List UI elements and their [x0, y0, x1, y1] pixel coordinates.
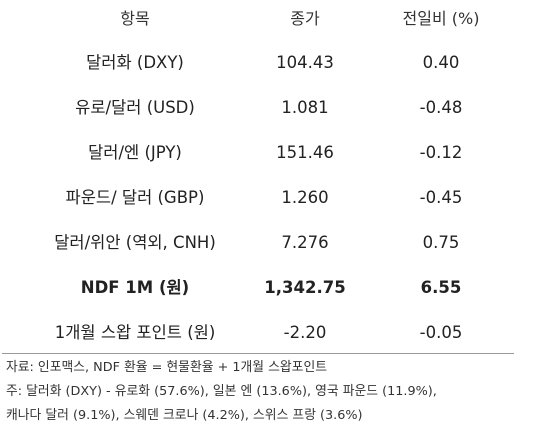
row-item: 달러/엔 (JPY) [88, 143, 182, 162]
header-close: 종가 [290, 9, 320, 28]
row-close: 1,342.75 [264, 278, 346, 297]
row-change: 0.40 [422, 53, 460, 72]
row-item: 파운드/ 달러 (GBP) [65, 188, 205, 207]
row-change: 6.55 [420, 278, 462, 297]
row-change: -0.12 [419, 143, 463, 162]
table-row-gbpusd: 파운드/ 달러 (GBP) 1.260 -0.45 [0, 183, 548, 213]
weight-note-line1: 주: 달러화 (DXY) - 유로화 (57.6%), 일본 엔 (13.6%)… [6, 384, 437, 399]
table-row-usdjpy: 달러/엔 (JPY) 151.46 -0.12 [0, 138, 548, 168]
row-change: -0.05 [419, 323, 463, 342]
weight-note-line2: 캐나다 달러 (9.1%), 스웨덴 크로나 (4.2%), 스위스 프랑 (3… [6, 408, 363, 423]
row-item: 달러화 (DXY) [86, 53, 184, 72]
row-close: 104.43 [276, 53, 334, 72]
source-note: 자료: 인포맥스, NDF 환율 = 현물환율 + 1개월 스왑포인트 [6, 360, 327, 375]
table-row-eurusd: 유로/달러 (USD) 1.081 -0.48 [0, 93, 548, 123]
table-row-usdcnh: 달러/위안 (역외, CNH) 7.276 0.75 [0, 228, 548, 258]
table-row-swap: 1개월 스왑 포인트 (원) -2.20 -0.05 [0, 318, 548, 348]
row-item: 유로/달러 (USD) [75, 98, 195, 117]
table-row-dxy: 달러화 (DXY) 104.43 0.40 [0, 48, 548, 78]
row-item: NDF 1M (원) [80, 278, 190, 297]
row-change: 0.75 [422, 233, 460, 252]
row-close: 151.46 [276, 143, 334, 162]
row-item: 달러/위안 (역외, CNH) [54, 233, 216, 252]
header-change: 전일비 (%) [402, 9, 480, 28]
footnotes: 자료: 인포맥스, NDF 환율 = 현물환율 + 1개월 스왑포인트 주: 달… [6, 356, 546, 428]
header-item: 항목 [120, 9, 150, 28]
row-change: -0.48 [419, 98, 463, 117]
row-item: 1개월 스왑 포인트 (원) [54, 323, 216, 342]
notes-divider [2, 353, 514, 354]
row-close: 7.276 [281, 233, 329, 252]
table-row-ndf: NDF 1M (원) 1,342.75 6.55 [0, 273, 548, 303]
row-close: 1.081 [281, 98, 329, 117]
row-close: 1.260 [281, 188, 329, 207]
row-close: -2.20 [283, 323, 327, 342]
table-header-row: 항목 종가 전일비 (%) [0, 4, 548, 34]
row-change: -0.45 [419, 188, 463, 207]
